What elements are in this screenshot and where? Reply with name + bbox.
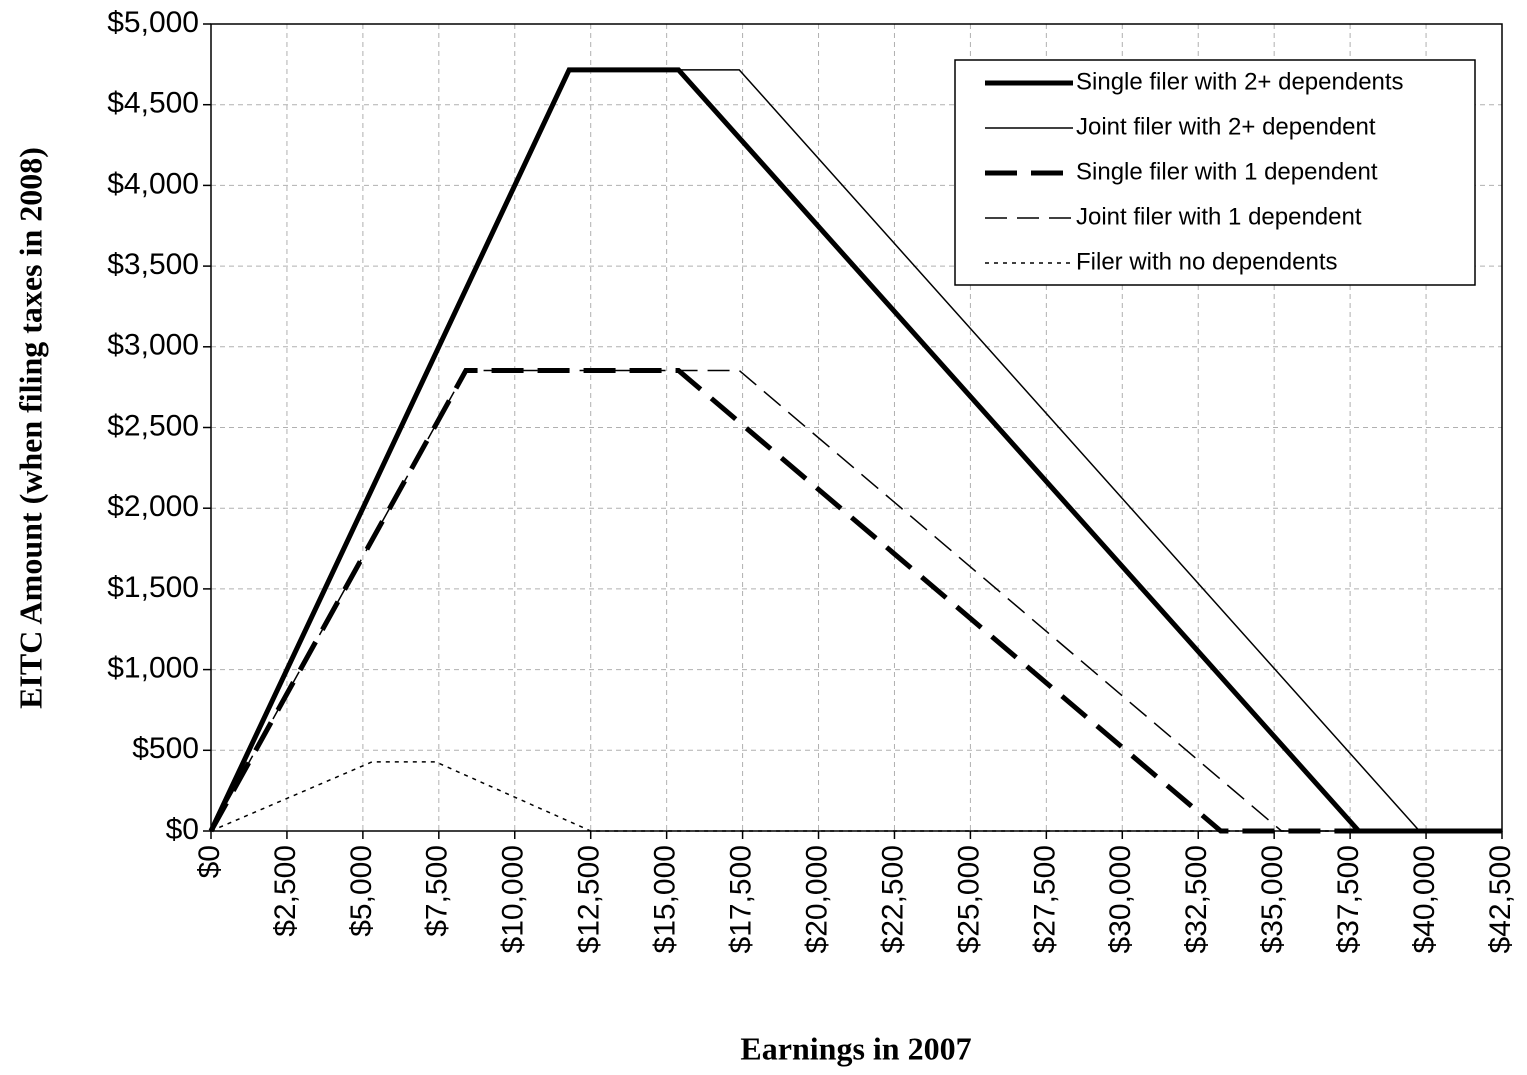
x-tick-label: $40,000	[1408, 845, 1441, 953]
legend-label: Single filer with 1 dependent	[1076, 158, 1378, 185]
x-tick-label: $32,500	[1180, 845, 1213, 953]
legend-label: Single filer with 2+ dependents	[1076, 68, 1404, 95]
x-tick-label: $37,500	[1332, 845, 1365, 953]
x-tick-label: $10,000	[497, 845, 530, 953]
x-tick-label: $25,000	[952, 845, 985, 953]
y-tick-label: $2,000	[107, 490, 199, 523]
plot-border	[210, 23, 1503, 832]
x-tick-label: $7,500	[421, 845, 454, 937]
y-tick-label: $4,000	[107, 167, 199, 200]
legend-label: Filer with no dependents	[1076, 248, 1338, 275]
y-tick-label: $1,500	[107, 571, 199, 604]
x-tick-label: $22,500	[876, 845, 909, 953]
x-tick-label: $5,000	[345, 845, 378, 937]
x-tick-label: $17,500	[725, 845, 758, 953]
x-tick-label: $0	[193, 845, 226, 878]
x-tick-label: $20,000	[800, 845, 833, 953]
y-tick-label: $500	[132, 732, 199, 765]
x-tick-label: $35,000	[1256, 845, 1289, 953]
y-tick-label: $0	[166, 813, 199, 846]
legend-label: Joint filer with 2+ dependent	[1076, 113, 1376, 140]
x-tick-label: $15,000	[649, 845, 682, 953]
y-tick-label: $3,000	[107, 329, 199, 362]
x-axis-label: Earnings in 2007	[740, 1030, 971, 1066]
x-tick-label: $27,500	[1028, 845, 1061, 953]
x-tick-label: $2,500	[269, 845, 302, 937]
y-axis-label: EITC Amount (when filing taxes in 2008)	[12, 147, 48, 709]
y-tick-label: $1,000	[107, 652, 199, 685]
y-tick-label: $4,500	[107, 87, 199, 120]
x-tick-label: $42,500	[1484, 845, 1517, 953]
y-tick-label: $5,000	[107, 6, 199, 39]
x-tick-label: $12,500	[573, 845, 606, 953]
y-tick-label: $3,500	[107, 248, 199, 281]
legend-label: Joint filer with 1 dependent	[1076, 203, 1362, 230]
y-tick-label: $2,500	[107, 409, 199, 442]
x-tick-label: $30,000	[1104, 845, 1137, 953]
series-line	[210, 761, 1502, 832]
